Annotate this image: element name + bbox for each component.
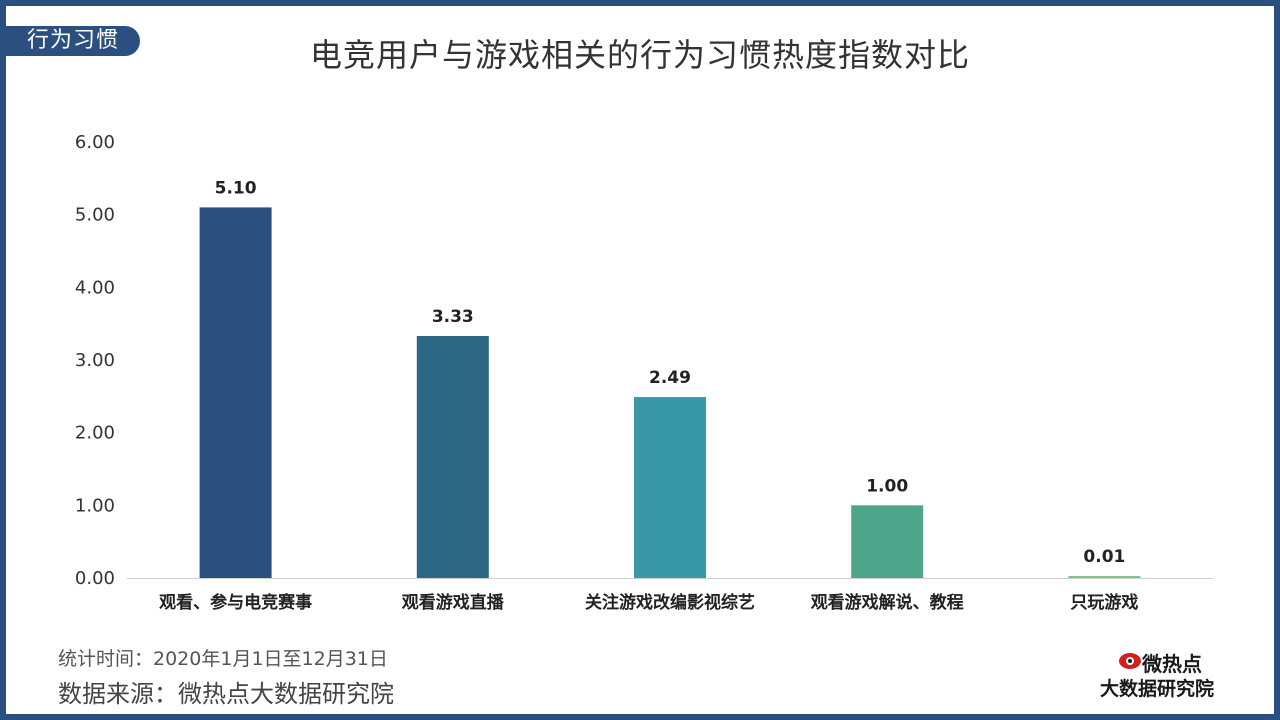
logo-text-2: 大数据研究院 (1100, 678, 1215, 700)
x-tick-label: 观看、参与电竞赛事 (158, 592, 312, 613)
stat-time: 统计时间：2020年1月1日至12月31日 (58, 648, 388, 670)
y-tick-label: 3.00 (75, 350, 115, 371)
data-label: 1.00 (866, 476, 908, 496)
bar (851, 505, 924, 578)
data-source: 数据来源：微热点大数据研究院 (58, 680, 394, 708)
y-tick-label: 1.00 (75, 495, 115, 516)
bar (634, 397, 706, 578)
data-label: 5.10 (215, 178, 257, 198)
logo-text-1: 微热点 (1142, 652, 1202, 676)
y-tick-label: 2.00 (75, 423, 115, 444)
x-tick-label: 只玩游戏 (1070, 592, 1138, 613)
x-tick-label: 观看游戏解说、教程 (810, 592, 964, 613)
section-tag: 行为习惯 (6, 26, 140, 56)
y-tick-label: 6.00 (75, 132, 115, 153)
x-tick-label: 关注游戏改编影视综艺 (585, 592, 755, 613)
y-tick-label: 4.00 (75, 277, 115, 298)
data-label: 0.01 (1083, 547, 1125, 567)
logo-eye-icon (1119, 653, 1141, 669)
data-label: 2.49 (649, 368, 691, 388)
logo: 微热点 大数据研究院 (1100, 646, 1250, 702)
x-tick-label: 观看游戏直播 (401, 592, 505, 613)
bar (199, 207, 272, 578)
y-tick-label: 5.00 (75, 205, 115, 226)
data-label: 3.33 (432, 307, 474, 327)
y-tick-label: 0.00 (75, 568, 115, 589)
chart-title: 电竞用户与游戏相关的行为习惯热度指数对比 (309, 36, 970, 74)
bar (416, 336, 489, 578)
bar (1068, 576, 1141, 578)
